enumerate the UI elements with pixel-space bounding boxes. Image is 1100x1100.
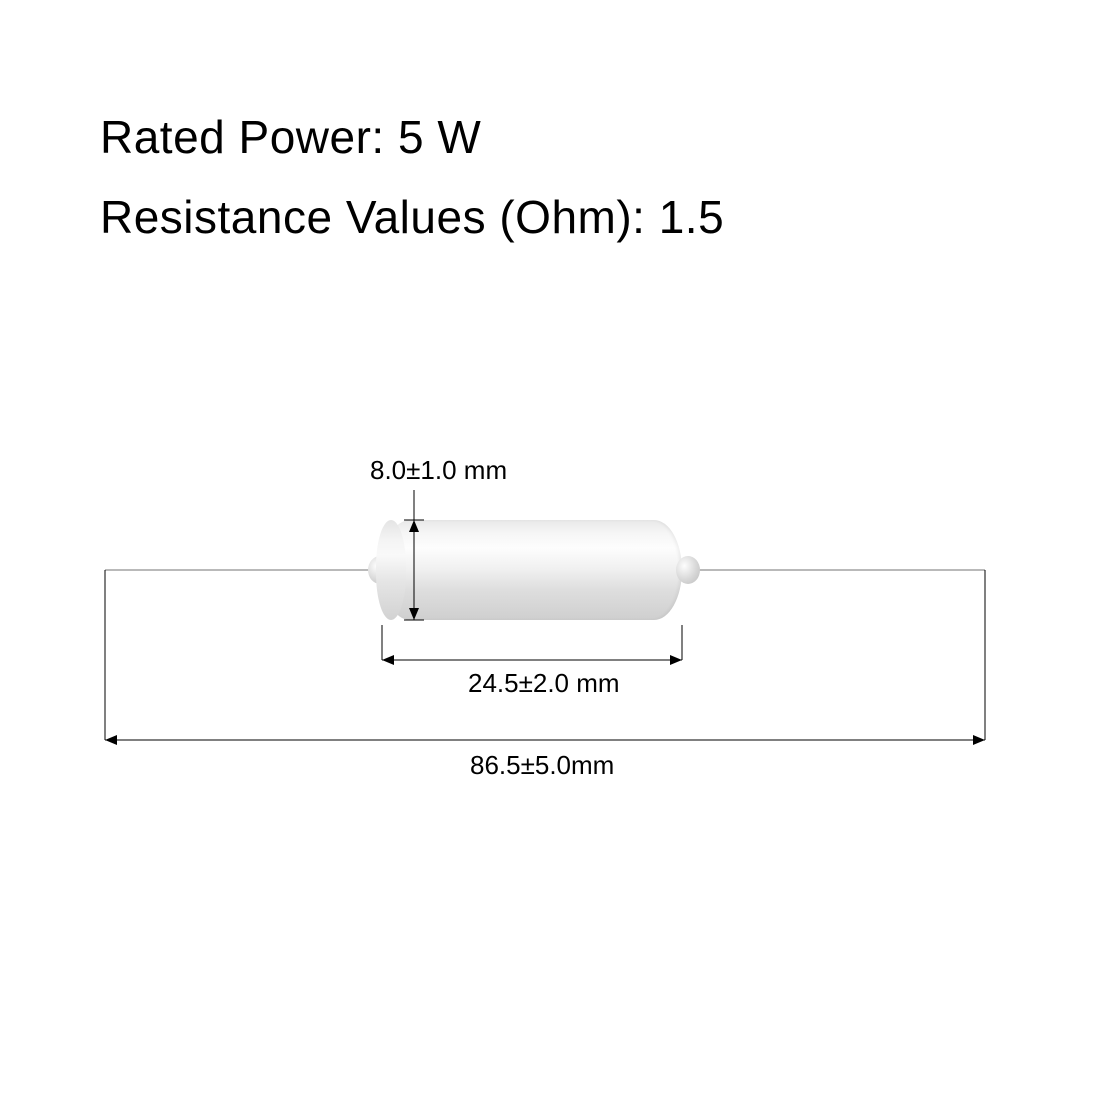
rated-power-text: Rated Power: 5 W (100, 110, 481, 164)
resistor-diagram: 8.0±1.0 mm 24.5±2.0 mm 86.5±5.0mm (0, 420, 1100, 820)
dimension-lines (0, 420, 1100, 820)
resistor-spec-diagram: Rated Power: 5 W Resistance Values (Ohm)… (0, 0, 1100, 1100)
resistance-value-text: Resistance Values (Ohm): 1.5 (100, 190, 724, 244)
